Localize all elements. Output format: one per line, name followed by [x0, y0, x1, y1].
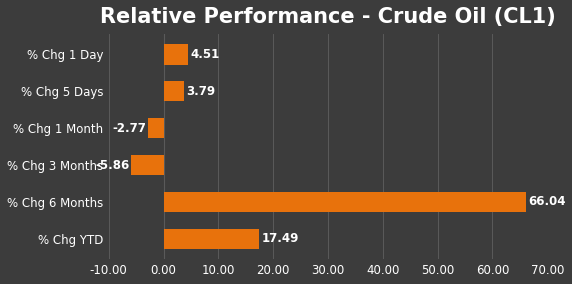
Bar — [164, 192, 526, 212]
Text: 4.51: 4.51 — [190, 48, 220, 61]
Bar — [132, 155, 164, 175]
Text: 3.79: 3.79 — [186, 85, 216, 98]
Text: -2.77: -2.77 — [112, 122, 146, 135]
Bar — [164, 229, 260, 249]
Title: Relative Performance - Crude Oil (CL1): Relative Performance - Crude Oil (CL1) — [100, 7, 556, 27]
Bar — [148, 118, 164, 138]
Bar — [164, 44, 188, 64]
Text: -5.86: -5.86 — [95, 158, 129, 172]
Bar — [164, 81, 184, 101]
Text: 66.04: 66.04 — [528, 195, 565, 208]
Text: 17.49: 17.49 — [261, 232, 299, 245]
